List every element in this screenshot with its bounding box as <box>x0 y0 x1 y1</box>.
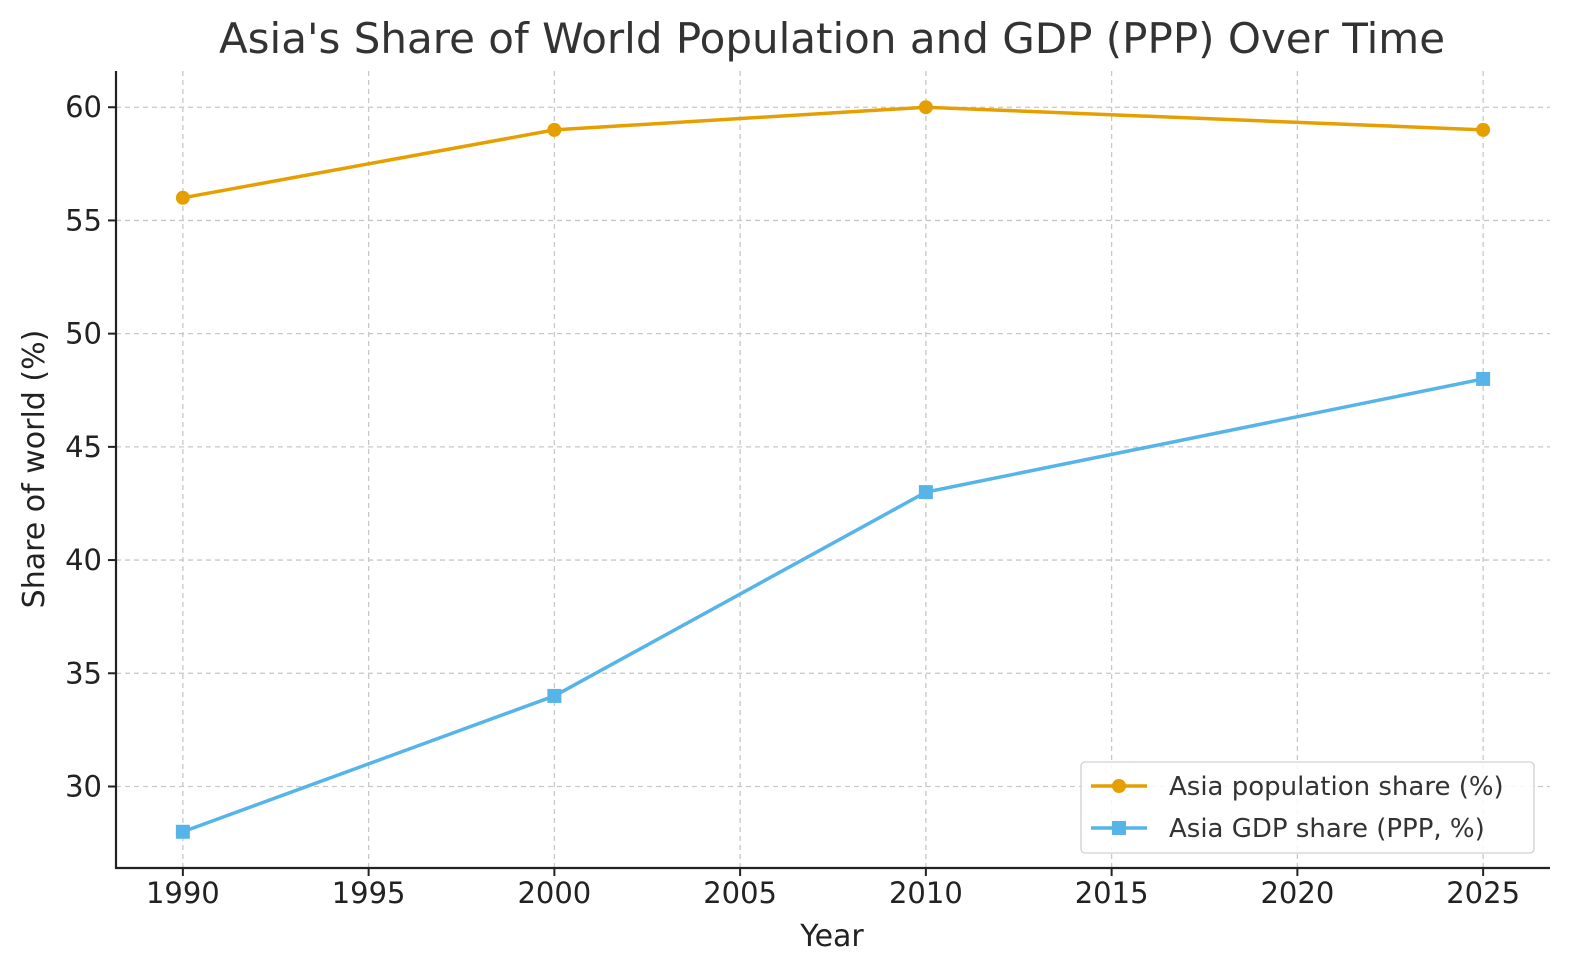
data-point <box>1476 122 1491 137</box>
data-point <box>918 100 933 115</box>
y-tick-label: 55 <box>65 203 102 237</box>
legend-marker-population <box>1112 779 1126 793</box>
y-tick-label: 30 <box>65 769 102 803</box>
series-line-1 <box>182 377 1484 834</box>
chart-title: Asia's Share of World Population and GDP… <box>219 14 1445 63</box>
series-line-0 <box>182 105 1484 200</box>
data-point <box>918 485 933 500</box>
axes-frame <box>114 71 1550 870</box>
x-tick-label: 2020 <box>1260 876 1334 910</box>
x-tick-label: 2015 <box>1075 876 1149 910</box>
legend-box <box>1080 761 1535 854</box>
legend-label-population: Asia population share (%) <box>1169 772 1504 802</box>
y-tick-label: 45 <box>65 430 102 464</box>
y-tick-label: 50 <box>65 317 102 351</box>
data-point <box>1476 371 1491 386</box>
data-point <box>547 688 562 703</box>
x-tick-label: 2025 <box>1446 876 1520 910</box>
x-axis-label: Year <box>799 919 864 954</box>
x-tick-label: 2010 <box>889 876 963 910</box>
data-point <box>175 190 190 205</box>
legend: Asia population share (%) Asia GDP share… <box>1080 761 1535 854</box>
data-point <box>175 824 190 839</box>
y-tick-label: 35 <box>65 656 102 690</box>
grid <box>116 71 1550 868</box>
x-tick-label: 1990 <box>146 876 220 910</box>
legend-marker-gdp <box>1112 821 1126 835</box>
x-tick-label: 2000 <box>517 876 591 910</box>
x-tick-label: 1995 <box>332 876 406 910</box>
y-tick-label: 60 <box>65 90 102 124</box>
y-axis-label: Share of world (%) <box>17 330 52 609</box>
x-tick-label: 2005 <box>703 876 777 910</box>
y-tick-label: 40 <box>65 543 102 577</box>
plot-area <box>175 100 1491 839</box>
data-point <box>547 122 562 137</box>
legend-label-gdp: Asia GDP share (PPP, %) <box>1169 814 1485 844</box>
axis-ticks: 1990 1995 2000 2005 2010 2015 2020 2025 30 35 40 45… <box>65 90 1520 910</box>
